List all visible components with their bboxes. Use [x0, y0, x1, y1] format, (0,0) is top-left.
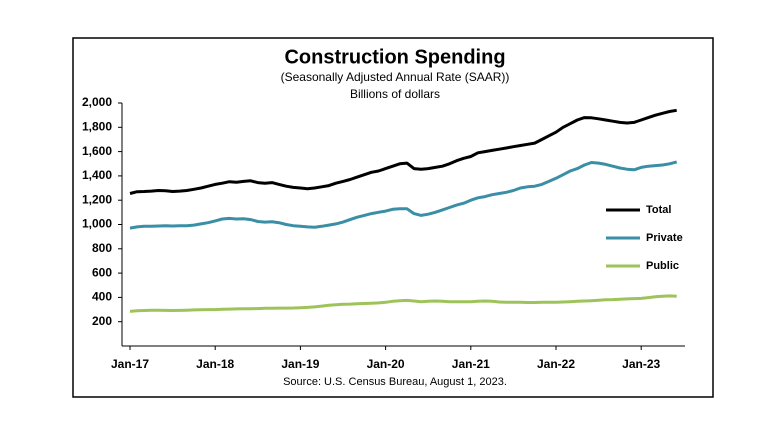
series-line — [129, 160, 678, 230]
legend-label: Total — [646, 204, 671, 216]
y-tick-label: 1,800 — [82, 119, 112, 133]
chart-title: Construction Spending — [284, 46, 505, 68]
series-line — [129, 294, 677, 313]
y-tick-label: 200 — [92, 314, 112, 328]
x-tick-label: Jan-22 — [537, 357, 575, 371]
y-tick-label: 1,600 — [82, 144, 112, 158]
chart-subtitle: (Seasonally Adjusted Annual Rate (SAAR)) — [281, 70, 510, 84]
x-tick-label: Jan-23 — [622, 357, 660, 371]
y-tick-label: 1,200 — [82, 192, 112, 206]
y-tick-label: 1,000 — [82, 217, 112, 231]
legend-label: Public — [646, 260, 679, 272]
legend-label: Private — [646, 232, 683, 244]
x-tick-label: Jan-18 — [196, 357, 234, 371]
y-tick-label: 1,400 — [82, 168, 112, 182]
x-tick-label: Jan-20 — [367, 357, 405, 371]
y-tick-label: 400 — [92, 290, 112, 304]
y-tick-label: 600 — [92, 265, 112, 279]
source-note: Source: U.S. Census Bureau, August 1, 20… — [283, 376, 507, 388]
y-tick-label: 800 — [92, 241, 112, 255]
y-axis-label: Billions of dollars — [350, 87, 440, 101]
x-tick-label: Jan-21 — [452, 357, 490, 371]
y-tick-label: 2,000 — [82, 95, 112, 109]
x-tick-label: Jan-17 — [111, 357, 149, 371]
series-line — [129, 108, 677, 195]
x-tick-label: Jan-19 — [281, 357, 319, 371]
chart-frame — [72, 37, 714, 398]
